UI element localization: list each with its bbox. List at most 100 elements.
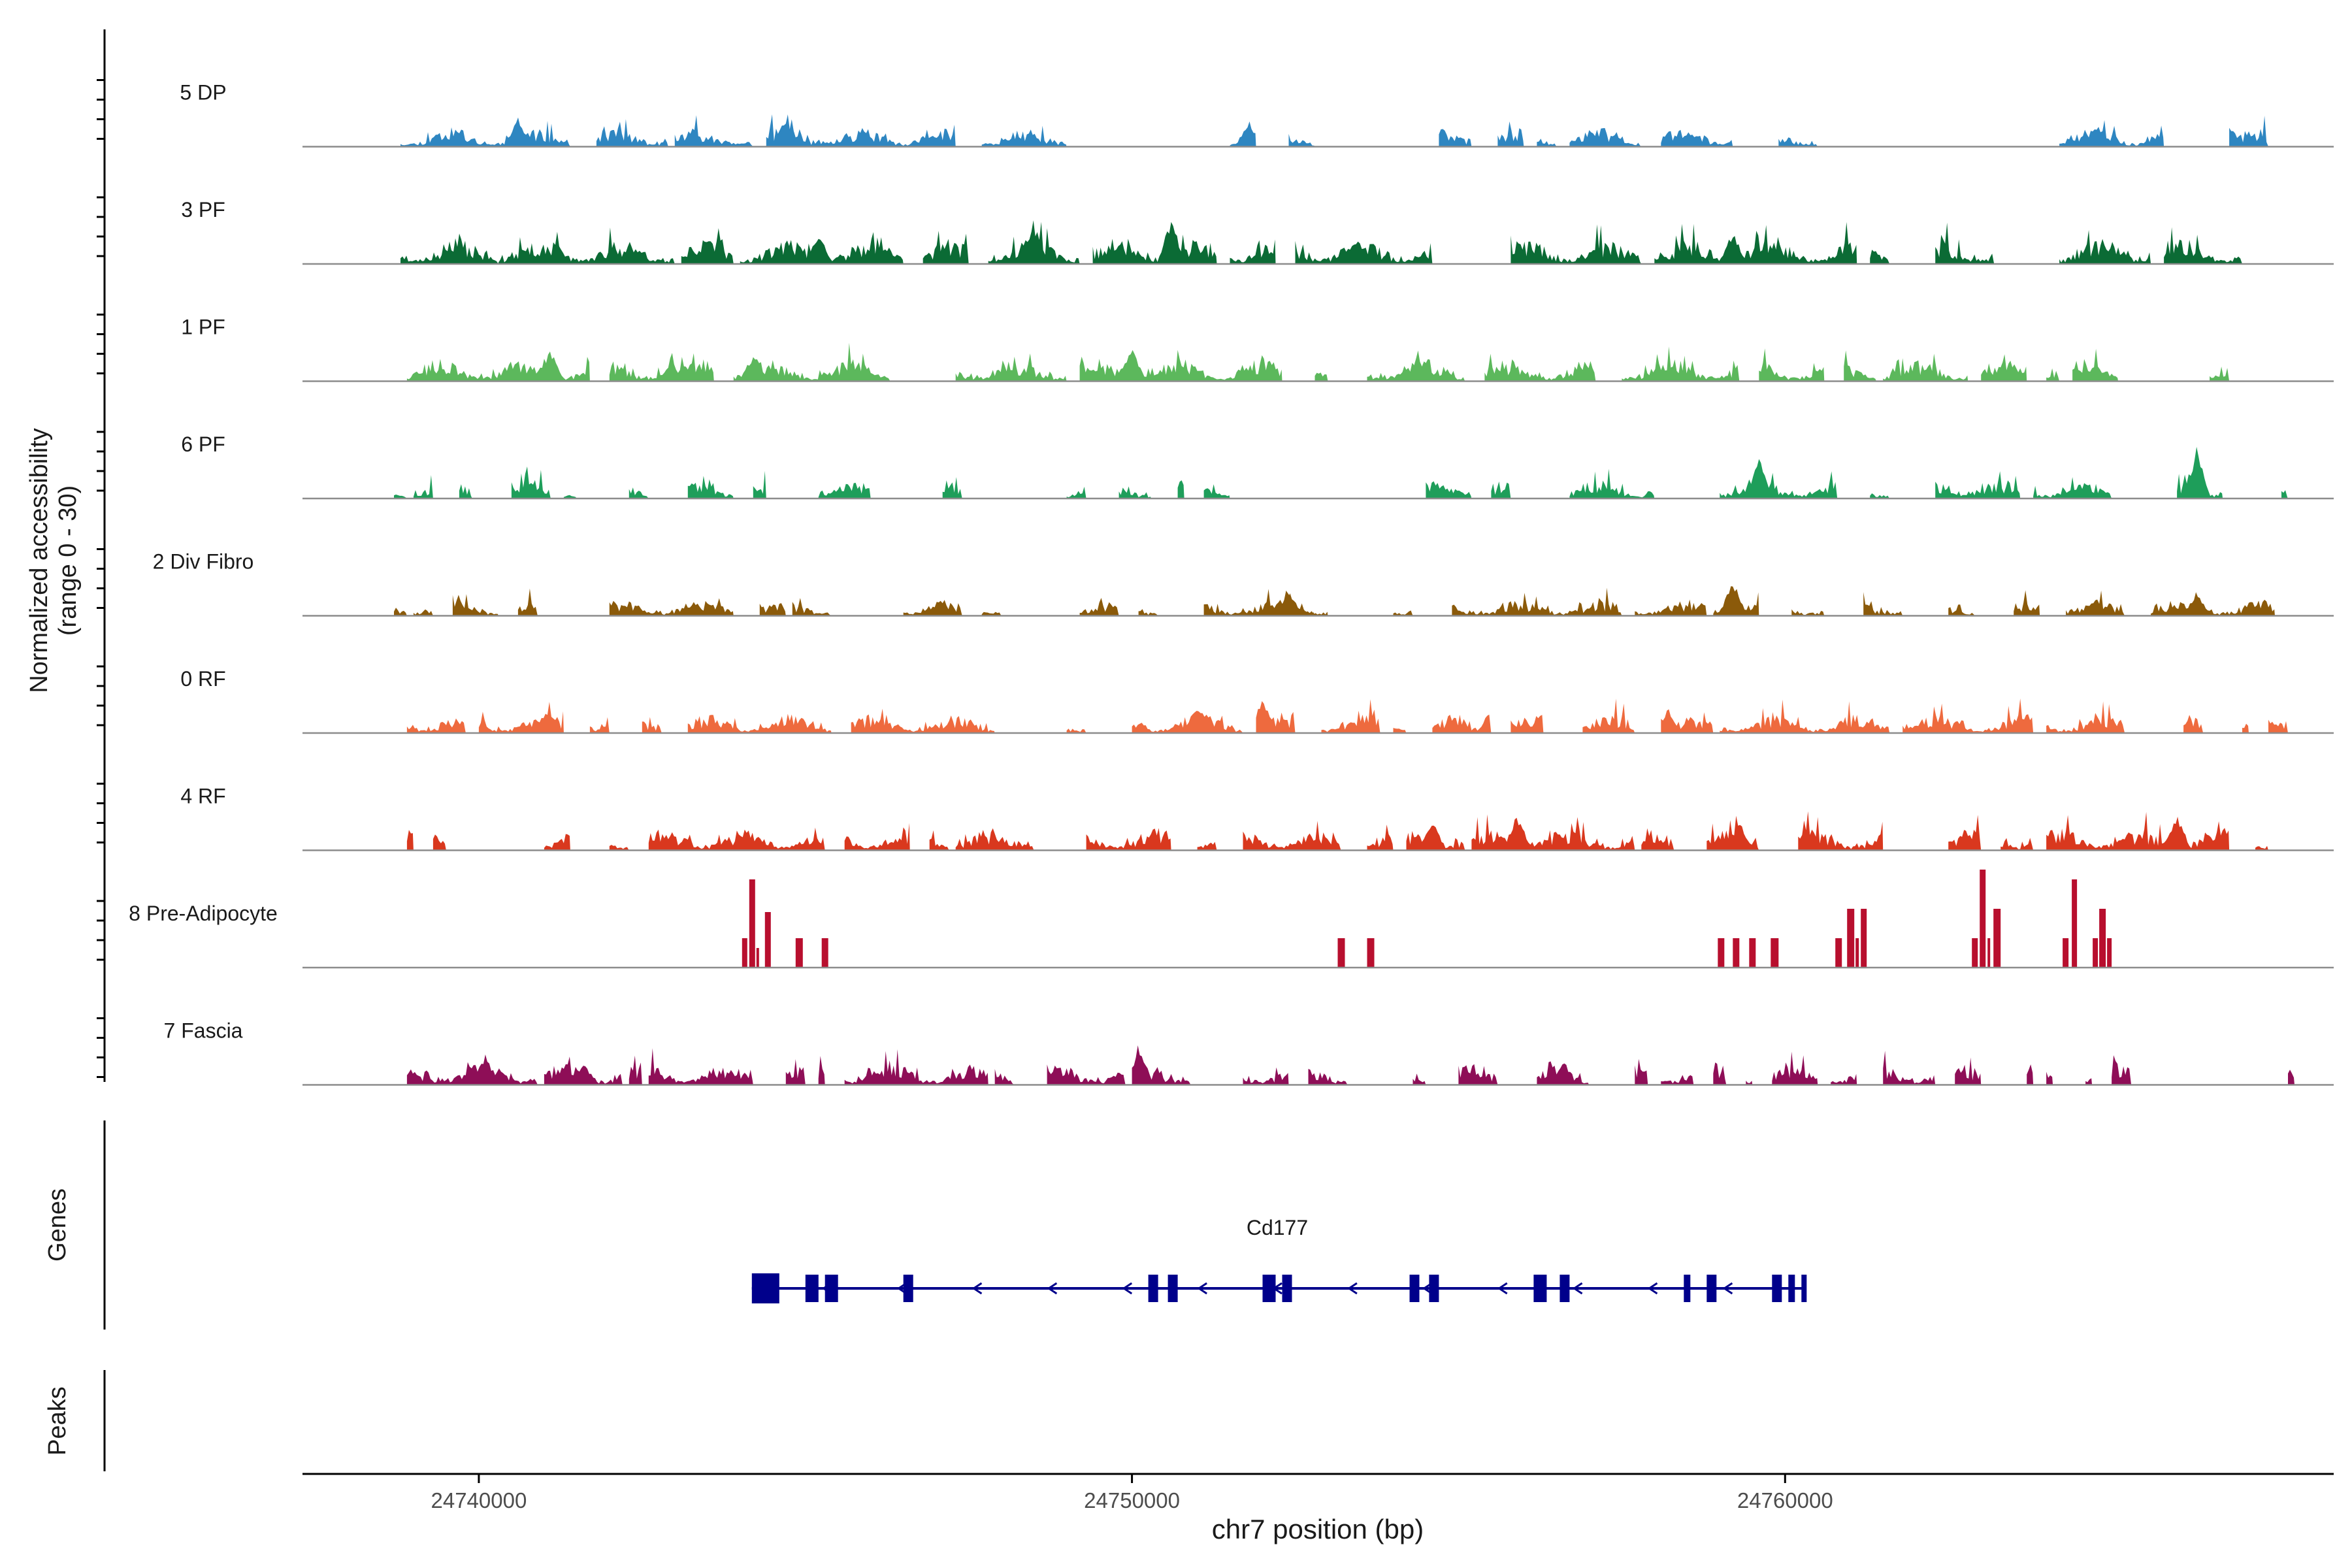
track-3-pf: 3 PF: [181, 198, 2334, 265]
coverage-area: [544, 834, 570, 851]
coverage-area: [1948, 604, 1975, 616]
coverage-area: [981, 612, 1002, 616]
coverage-area: [740, 232, 904, 264]
gene-exon: [1707, 1275, 1717, 1302]
strand-arrow: [972, 1282, 983, 1295]
gene-exon: [1788, 1275, 1795, 1302]
coverage-area: [1367, 350, 1465, 382]
coverage-block: [756, 948, 759, 968]
coverage-area: [1256, 701, 1296, 733]
gene-exon: [1168, 1275, 1178, 1302]
coverage-area: [1308, 1069, 1348, 1085]
track-label: 6 PF: [181, 433, 225, 456]
coverage-area: [406, 830, 414, 851]
coverage-area: [1622, 346, 1740, 382]
coverage-block: [1972, 938, 1978, 968]
coverage-area: [459, 484, 472, 498]
coverage-area: [1935, 471, 2021, 498]
coverage-area: [1778, 137, 1818, 147]
strand-arrow: [1197, 1282, 1207, 1295]
y-axis-sublabel: (range 0 - 30): [54, 485, 82, 636]
coverage-area: [1582, 698, 1635, 733]
coverage-area: [1119, 486, 1152, 498]
coverage-block: [1861, 909, 1867, 968]
strand-arrow: [1722, 1282, 1733, 1295]
strand-arrow: [1347, 1282, 1358, 1295]
y-axis: [97, 29, 106, 1082]
coverage-area: [1707, 815, 1759, 851]
peaks-track-label: Peaks: [44, 1386, 71, 1456]
x-tick-label: 24750000: [1084, 1488, 1180, 1512]
track-label: 8 Pre-Adipocyte: [129, 902, 278, 925]
coverage-area: [792, 598, 832, 616]
coverage-area: [1288, 134, 1315, 147]
coverage-area: [955, 828, 1034, 851]
coverage-area: [433, 834, 446, 851]
coverage-area: [981, 125, 1067, 147]
coverage-area: [1132, 1045, 1191, 1085]
coverage-area: [1432, 714, 1492, 733]
coverage-area: [1511, 224, 1642, 264]
coverage-area: [1948, 815, 1982, 851]
coverage-area: [818, 1056, 825, 1085]
gene-exon: [805, 1275, 819, 1302]
coverage-area: [1243, 821, 1341, 851]
coverage-area: [609, 845, 629, 851]
coverage-block: [1733, 938, 1740, 968]
coverage-area: [1138, 609, 1158, 616]
coverage-block: [1993, 909, 2001, 968]
coverage-area: [1315, 372, 1328, 382]
coverage-area: [2059, 230, 2151, 264]
coverage-block: [2107, 938, 2112, 968]
coverage-area: [1132, 711, 1243, 733]
coverage-block: [821, 938, 828, 968]
coverage-area: [2027, 1064, 2034, 1085]
coverage-area: [1791, 609, 1825, 616]
coverage-area: [2229, 116, 2268, 147]
coverage-area: [1720, 699, 1890, 733]
coverage-block: [1980, 870, 1986, 968]
coverage-area: [2046, 811, 2230, 851]
coverage-area: [1497, 121, 1524, 147]
gene-exon: [903, 1275, 913, 1302]
coverage-area: [1439, 129, 1472, 147]
coverage-area: [589, 717, 610, 733]
coverage-area: [413, 475, 433, 498]
gene-exon: [1684, 1275, 1691, 1302]
coverage-area: [629, 1055, 642, 1085]
coverage-area: [1230, 121, 1256, 147]
coverage-area: [1772, 1051, 1818, 1085]
coverage-area: [1661, 1075, 1694, 1085]
strand-arrow: [1647, 1282, 1658, 1295]
coverage-area: [1079, 598, 1119, 616]
coverage-area: [1203, 589, 1328, 616]
coverage-area: [988, 220, 1080, 264]
coverage-block: [742, 938, 747, 968]
coverage-area: [2059, 120, 2164, 147]
coverage-area: [1635, 1058, 1648, 1085]
coverage-area: [766, 114, 956, 147]
coverage-area: [1367, 825, 1394, 851]
coverage-area: [2242, 723, 2249, 733]
coverage-area: [1863, 592, 1903, 616]
coverage-area: [1177, 480, 1184, 498]
coverage-block: [1367, 938, 1375, 968]
coverage-block: [2072, 879, 2078, 968]
coverage-area: [733, 342, 890, 382]
coverage-area: [1452, 587, 1622, 616]
coverage-block: [1855, 938, 1859, 968]
genes-track-label: Genes: [44, 1188, 71, 1262]
coverage-area: [406, 351, 590, 382]
coverage-area: [1798, 811, 1884, 851]
coverage-area: [544, 1056, 623, 1085]
coverage-area: [406, 1054, 538, 1085]
coverage-area: [2288, 1070, 2295, 1085]
coverage-area: [929, 830, 949, 851]
coverage-area: [681, 228, 734, 264]
coverage-area: [1903, 698, 2034, 733]
coverage-area: [2183, 715, 2204, 733]
coverage-area: [759, 603, 786, 616]
coverage-block: [1337, 938, 1345, 968]
coverage-area: [563, 495, 577, 498]
coverage-area: [687, 713, 832, 733]
